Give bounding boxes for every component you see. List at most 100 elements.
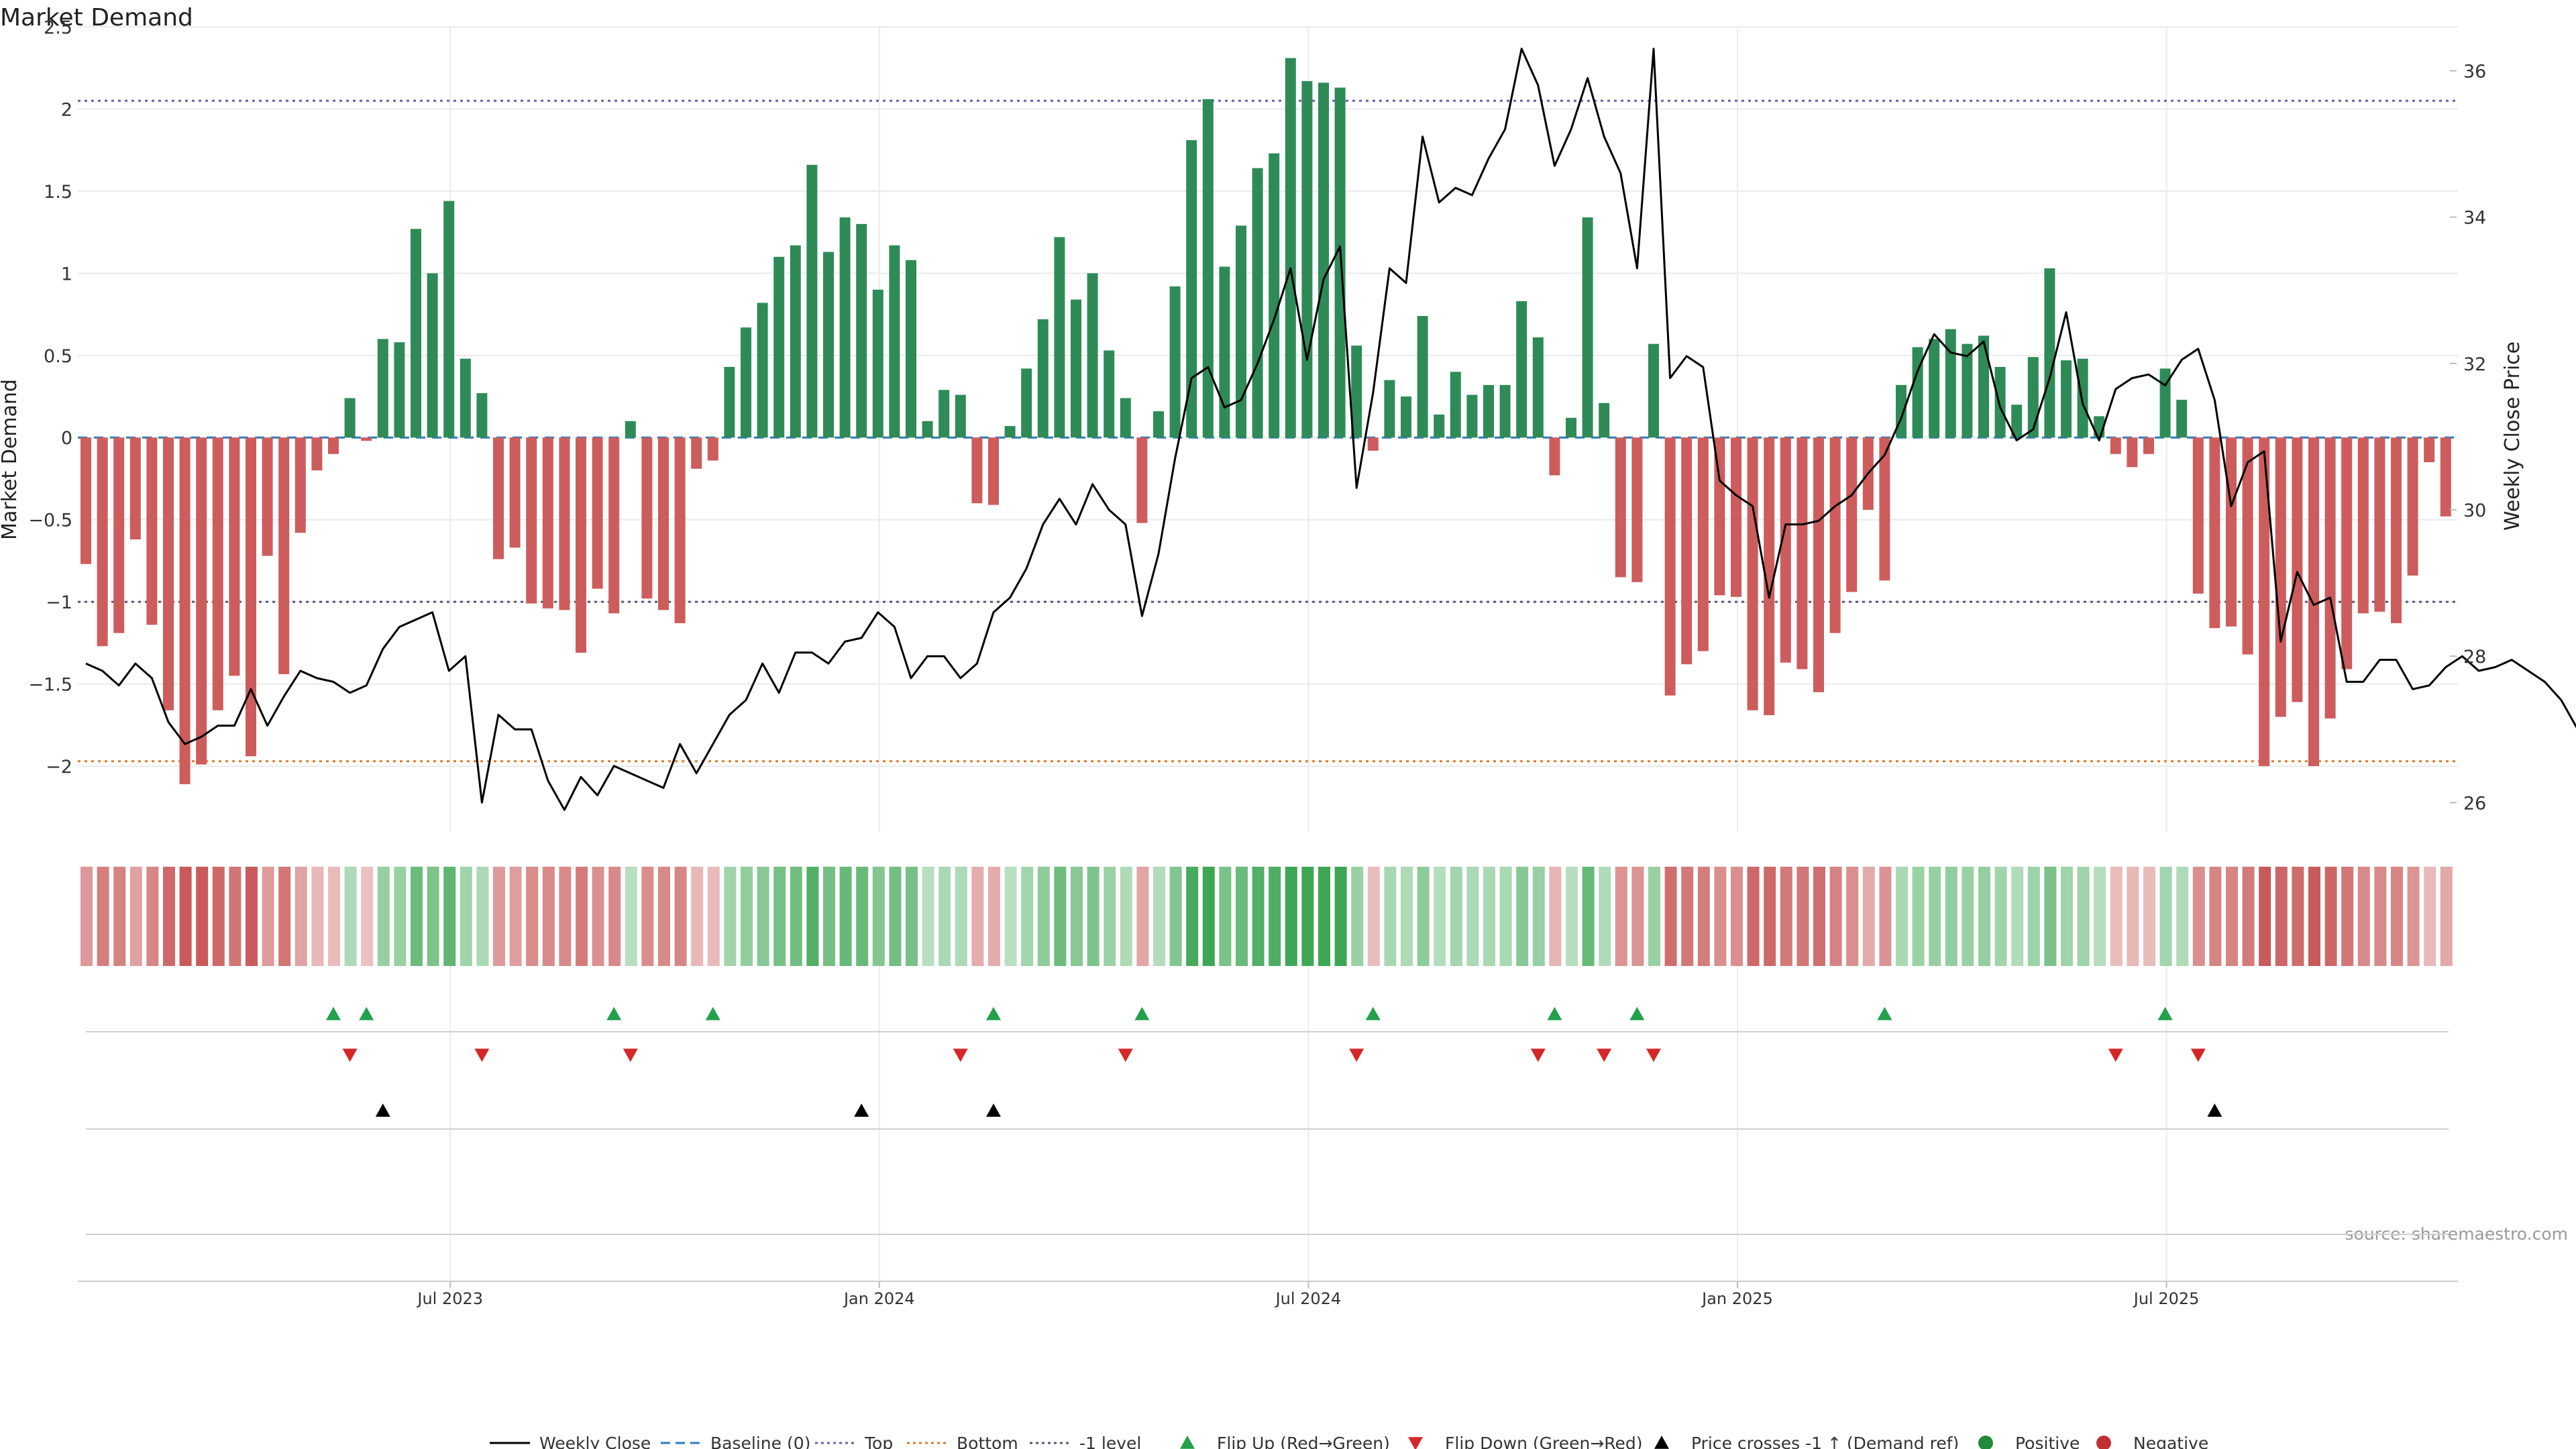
- heat-cell: [2226, 867, 2238, 966]
- flip-up-marker: [986, 1007, 1001, 1020]
- positive-demand-bar: [872, 289, 883, 438]
- heat-cell: [1169, 867, 1182, 966]
- negative-demand-bar: [658, 437, 669, 610]
- heat-cell: [328, 867, 340, 966]
- negative-demand-bar: [229, 437, 240, 676]
- flip-up-marker: [705, 1007, 720, 1020]
- heat-cell: [179, 867, 192, 966]
- negative-demand-bar: [1714, 437, 1725, 596]
- positive-demand-bar: [1962, 343, 1973, 438]
- heat-cell: [2357, 867, 2370, 966]
- heat-cell: [1796, 867, 1809, 966]
- positive-demand-bar: [1120, 398, 1131, 438]
- heat-cell: [889, 867, 902, 966]
- heat-cell: [311, 867, 324, 966]
- heat-cell: [427, 867, 439, 966]
- positive-demand-bar: [922, 421, 933, 438]
- positive-demand-bar: [2061, 360, 2072, 438]
- heat-cell: [1087, 867, 1099, 966]
- heat-cell: [1120, 867, 1132, 966]
- negative-demand-bar: [576, 437, 586, 653]
- positive-demand-bar: [1153, 411, 1164, 438]
- negative-demand-bar: [113, 437, 125, 633]
- positive-demand-bar: [2027, 357, 2039, 438]
- flip-down-marker: [1530, 1049, 1546, 1062]
- negative-demand-bar: [146, 437, 158, 625]
- positive-demand-bar: [955, 394, 966, 438]
- heat-cell: [658, 867, 670, 966]
- y-tick-left-label: −0.5: [28, 511, 72, 531]
- positive-demand-bar: [1087, 273, 1098, 438]
- positive-demand-bar: [2159, 368, 2171, 438]
- y-tick-left-label: 2: [61, 99, 72, 120]
- negative-demand-bar: [1747, 437, 1758, 710]
- heat-cell: [2094, 867, 2106, 966]
- heat-cell: [625, 867, 637, 966]
- negative-demand-bar: [80, 437, 91, 564]
- negative-demand-bar: [2242, 437, 2253, 655]
- flip-down-marker: [1349, 1049, 1364, 1062]
- heat-cell: [1879, 867, 1892, 966]
- positive-demand-bar: [1186, 140, 1197, 438]
- heat-cell: [2011, 867, 2024, 966]
- y-tick-left-label: −1: [46, 592, 72, 613]
- heat-cell: [1582, 867, 1595, 966]
- heat-cell: [1301, 867, 1314, 966]
- y-tick-right-label: 36: [2463, 61, 2486, 82]
- heat-cell: [1318, 867, 1330, 966]
- heat-cell: [641, 867, 654, 966]
- negative-demand-bar: [1549, 437, 1560, 476]
- positive-demand-bar: [411, 229, 421, 438]
- heat-cell: [2143, 867, 2155, 966]
- heat-cell: [724, 867, 737, 966]
- heat-cell: [2259, 867, 2271, 966]
- y-tick-left-label: 0.5: [44, 346, 72, 367]
- positive-demand-bar: [1334, 87, 1346, 438]
- positive-demand-bar: [856, 223, 867, 438]
- legend: Weekly Close Baseline (0) Top Bottom -1 leve…: [490, 1434, 2208, 1449]
- flip-down-marker: [953, 1049, 968, 1062]
- positive-demand-bar: [1071, 299, 1081, 438]
- price-cross-marker: [375, 1104, 390, 1117]
- positive-demand-bar: [460, 358, 471, 438]
- heat-cell: [1202, 867, 1215, 966]
- heat-cell: [1697, 867, 1710, 966]
- legend-label: Top: [864, 1434, 893, 1449]
- heat-cell: [1912, 867, 1925, 966]
- negative-demand-bar: [129, 437, 141, 540]
- heat-cell: [196, 867, 209, 966]
- positive-demand-bar: [1599, 402, 1610, 438]
- negative-demand-bar: [278, 437, 290, 674]
- positive-demand-bar: [1566, 417, 1576, 438]
- heat-cell: [1846, 867, 1859, 966]
- positive-demand-bar: [889, 245, 900, 438]
- heat-cell: [872, 867, 885, 966]
- legend-triangle-down-swatch: [1408, 1437, 1423, 1449]
- negative-demand-bar: [493, 437, 504, 559]
- heat-cell: [246, 867, 258, 966]
- heat-cell: [97, 867, 109, 966]
- legend-label: Price crosses -1 ↑ (Demand ref): [1691, 1434, 1959, 1449]
- heat-cell: [592, 867, 604, 966]
- y-tick-left-label: 0: [61, 428, 72, 449]
- positive-demand-bar: [1912, 347, 1923, 438]
- legend-label: -1 level: [1079, 1434, 1141, 1449]
- positive-demand-bar: [1021, 368, 1032, 438]
- y-axis-right-label: Weekly Close Price: [2501, 341, 2524, 531]
- heat-cell: [1978, 867, 1990, 966]
- heat-cell: [262, 867, 274, 966]
- heat-cell: [1681, 867, 1694, 966]
- positive-demand-bar: [2011, 405, 2023, 438]
- axes-layer: 2.5 2 1.5 1 0.5 0 −0.5 −1 −1.5 −2 36 34 32 30 28 26 Jul …: [28, 17, 2486, 1308]
- negative-demand-bar: [262, 437, 273, 556]
- negative-demand-bar: [163, 437, 174, 710]
- heat-cell: [163, 867, 175, 966]
- heat-strip: [80, 867, 2453, 966]
- heat-cell: [1549, 867, 1562, 966]
- positive-demand-bar: [1054, 237, 1065, 438]
- flip-down-marker: [342, 1049, 358, 1062]
- heat-cell: [691, 867, 704, 966]
- positive-demand-bar: [377, 339, 388, 438]
- heat-cell: [1615, 867, 1627, 966]
- positive-demand-bar: [1104, 350, 1115, 438]
